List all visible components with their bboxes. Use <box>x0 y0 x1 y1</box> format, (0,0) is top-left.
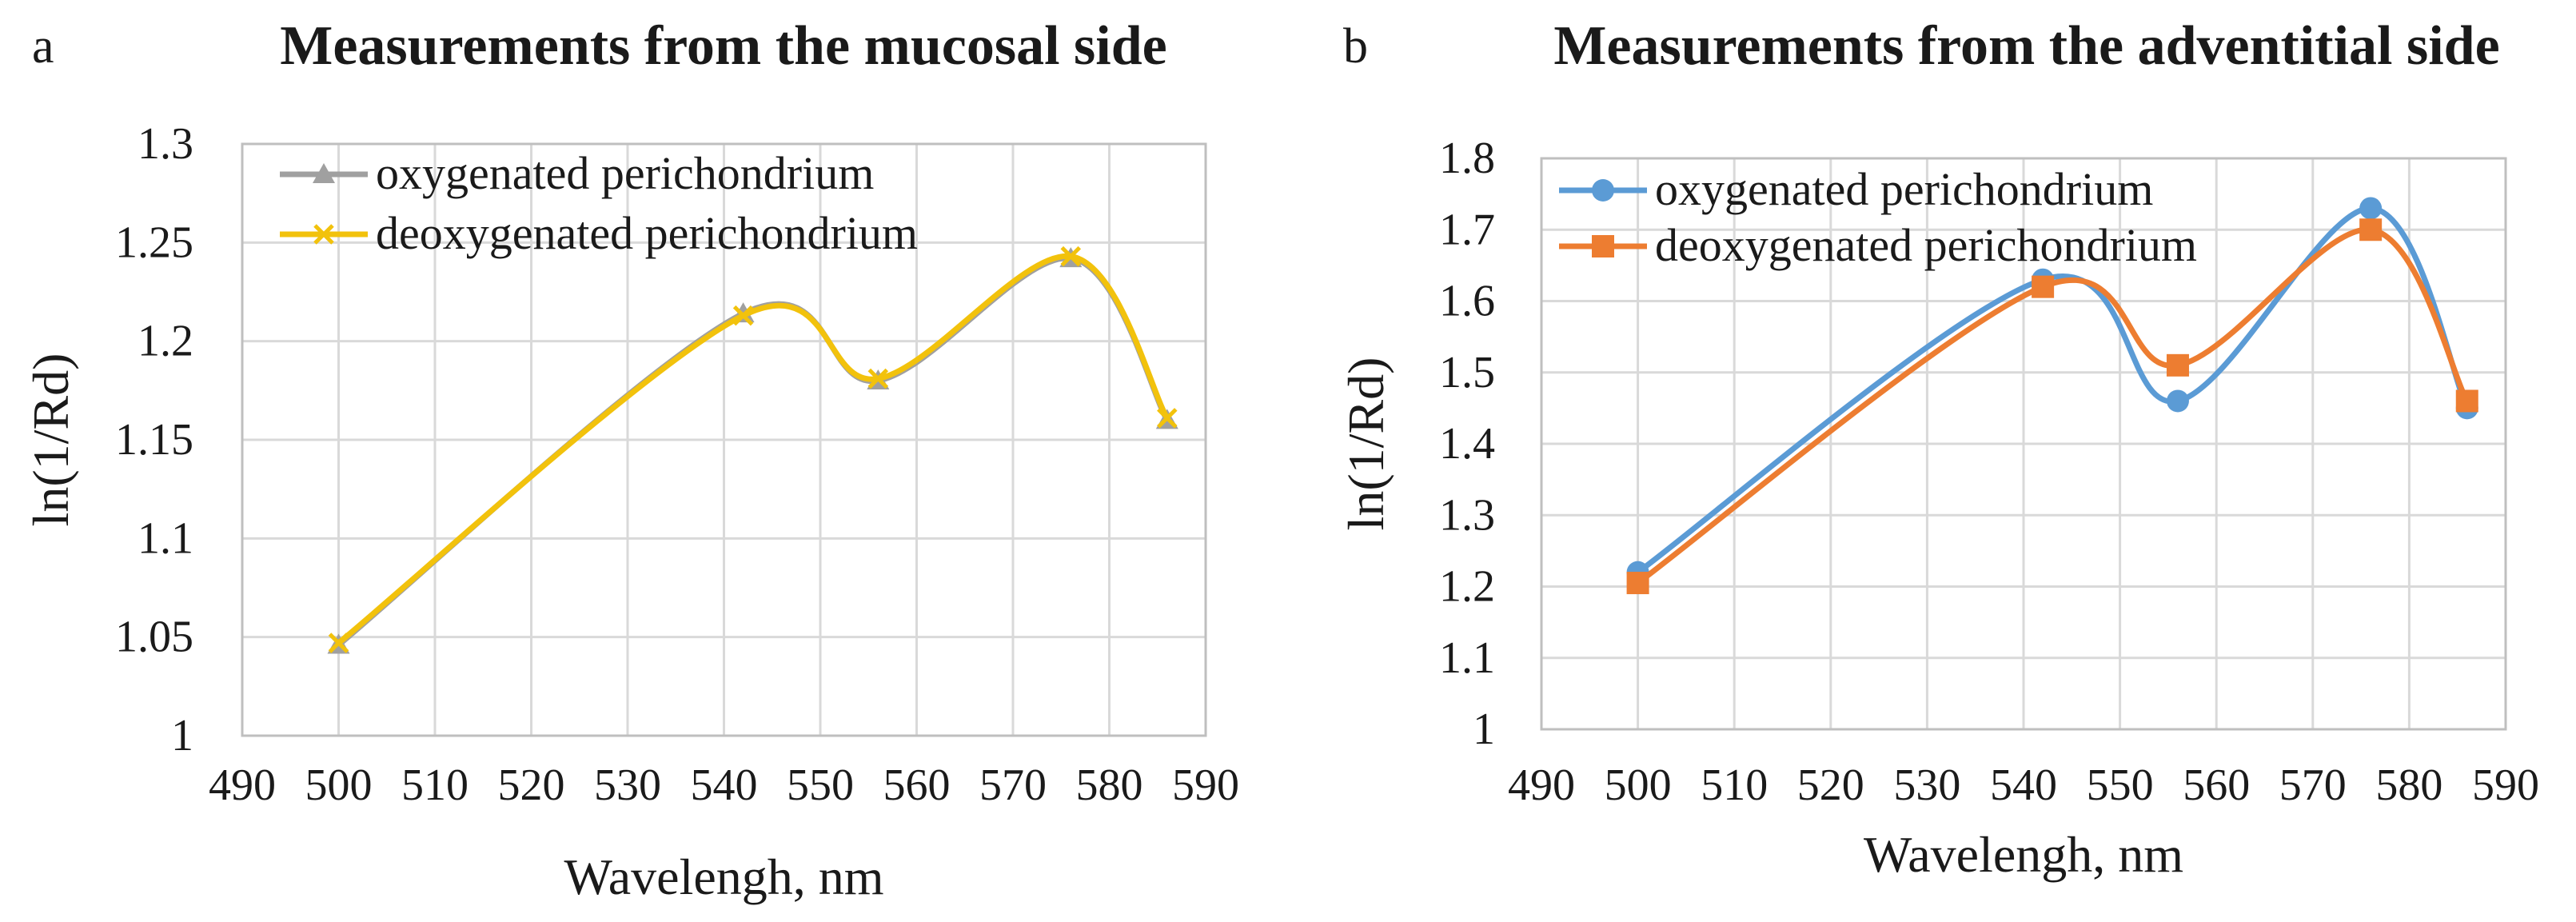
x-tick-label: 560 <box>883 760 951 810</box>
legend-marker <box>313 163 335 183</box>
legend-marker-stroke-2 <box>313 224 334 245</box>
legend-marker <box>313 224 334 245</box>
y-axis-title: ln(1/Rd) <box>22 353 79 527</box>
y-tick-label: 1.2 <box>1439 562 1495 612</box>
x-tick-label: 560 <box>2183 760 2250 810</box>
series-line <box>1636 205 2470 575</box>
panel-letter: a <box>32 19 54 74</box>
x-tick-label: 490 <box>1508 760 1575 810</box>
y-tick-label: 1.8 <box>1439 134 1495 183</box>
y-tick-label: 1.3 <box>1439 490 1495 540</box>
data-point-stroke-2 <box>328 633 349 653</box>
legend-label: deoxygenated perichondrium <box>376 207 918 259</box>
x-tick-label: 570 <box>979 760 1047 810</box>
y-tick-label: 1.5 <box>1439 348 1495 397</box>
x-tick-label: 520 <box>498 760 565 810</box>
x-tick-label: 490 <box>209 760 276 810</box>
legend-marker <box>1592 179 1614 202</box>
y-tick-label: 1.15 <box>115 415 193 465</box>
series-line <box>337 253 1170 645</box>
y-tick-label: 1.3 <box>138 119 193 169</box>
x-axis-title: Wavelengh, nm <box>564 848 883 905</box>
y-tick-label: 1.4 <box>1439 419 1495 469</box>
data-point-stroke-2 <box>1060 245 1082 267</box>
legend-marker <box>1592 235 1614 257</box>
plot-area <box>241 142 1207 737</box>
chart-title: Measurements from the mucosal side <box>280 15 1166 77</box>
data-point <box>732 305 754 326</box>
y-tick-label: 1.2 <box>138 317 193 366</box>
x-tick-label: 530 <box>1893 760 1960 810</box>
data-point <box>2032 275 2055 298</box>
y-tick-label: 1 <box>1473 704 1495 754</box>
y-tick-label: 1.1 <box>1439 633 1495 683</box>
y-tick-label: 1.6 <box>1439 277 1495 326</box>
x-tick-label: 510 <box>401 760 469 810</box>
legend-label: oxygenated perichondrium <box>1655 163 2153 215</box>
y-axis-title: ln(1/Rd) <box>1338 357 1394 531</box>
data-point <box>1060 245 1082 267</box>
data-point <box>1626 572 1649 595</box>
legend-item: oxygenated perichondrium <box>1559 163 2153 215</box>
x-tick-label: 580 <box>2375 760 2442 810</box>
x-tick-label: 590 <box>2472 760 2539 810</box>
y-tick-label: 1 <box>171 711 193 760</box>
legend-label: oxygenated perichondrium <box>376 147 874 199</box>
legend: oxygenated perichondrium deoxygenated per… <box>280 147 918 259</box>
y-tick-label: 1.1 <box>138 513 193 563</box>
data-point-stroke-2 <box>1157 408 1178 429</box>
y-tick-label: 1.25 <box>115 218 193 267</box>
chart-panel-b: b Measurements from the adventitial side 4… <box>1338 15 2539 883</box>
x-tick-label: 550 <box>2087 760 2154 810</box>
data-point <box>2359 218 2383 241</box>
x-tick-label: 500 <box>1605 760 1672 810</box>
series-line <box>1636 226 2470 585</box>
x-tick-label: 520 <box>1797 760 1864 810</box>
chart-panel-a: a Measurements from the mucosal side 490 50… <box>22 15 1239 905</box>
y-tick-label: 1.05 <box>115 613 193 662</box>
x-tick-label: 590 <box>1172 760 1239 810</box>
x-tick-label: 550 <box>787 760 854 810</box>
chart-title: Measurements from the adventitial side <box>1553 15 2499 77</box>
data-point <box>2455 389 2478 413</box>
data-point <box>2166 353 2189 377</box>
data-point <box>2166 389 2189 413</box>
legend-item: deoxygenated perichondrium <box>280 207 918 259</box>
data-point-stroke-2 <box>732 305 754 326</box>
panel-letter: b <box>1343 19 1368 74</box>
x-tick-label: 540 <box>1990 760 2057 810</box>
x-axis-title: Wavelengh, nm <box>1864 826 2183 883</box>
data-point <box>2359 197 2383 220</box>
x-tick-label: 540 <box>691 760 758 810</box>
legend-label: deoxygenated perichondrium <box>1655 219 2197 271</box>
legend-item: deoxygenated perichondrium <box>1559 219 2197 271</box>
series-1 <box>1626 218 2478 595</box>
legend-item: oxygenated perichondrium <box>280 147 874 199</box>
data-point <box>1157 408 1178 429</box>
x-tick-label: 580 <box>1076 760 1143 810</box>
series-1 <box>328 245 1178 653</box>
x-tick-label: 570 <box>2279 760 2347 810</box>
data-point <box>328 633 349 653</box>
x-tick-label: 530 <box>594 760 661 810</box>
plot-area <box>1540 157 2507 731</box>
x-tick-label: 510 <box>1701 760 1768 810</box>
x-tick-label: 500 <box>305 760 373 810</box>
series-line <box>337 255 1170 648</box>
y-tick-label: 1.7 <box>1439 205 1495 254</box>
data-point-stroke-2 <box>867 368 889 389</box>
data-point <box>867 368 889 389</box>
